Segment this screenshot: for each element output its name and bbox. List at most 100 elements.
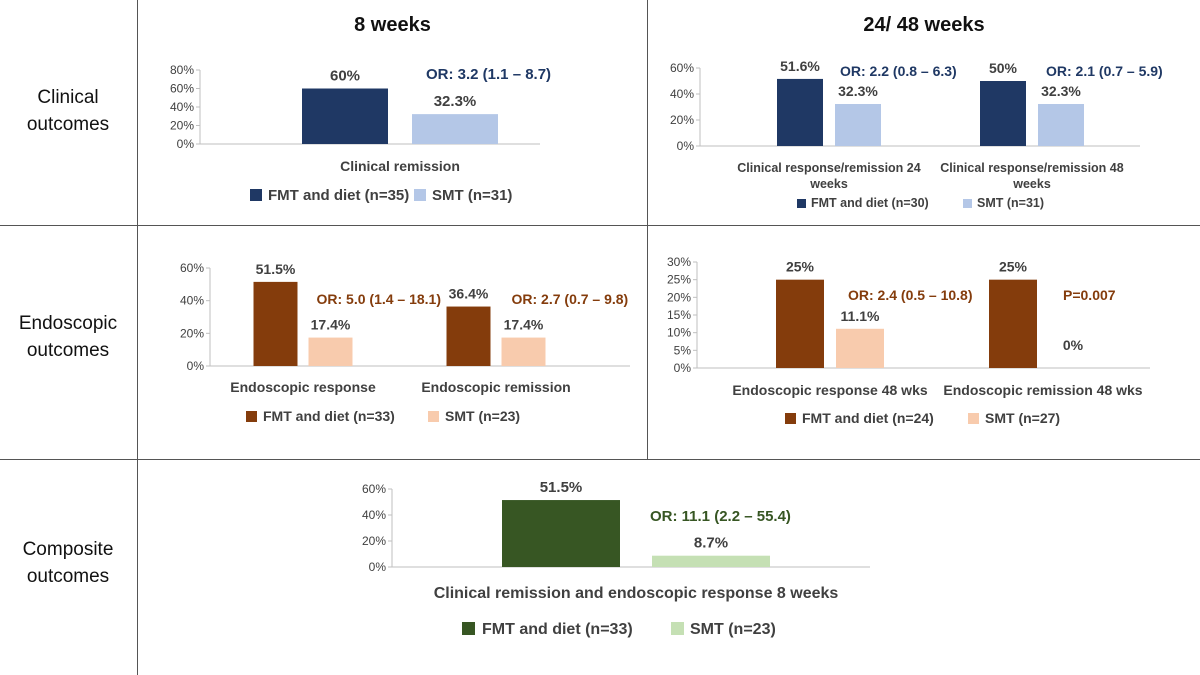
legend-label: FMT and diet (n=35) <box>268 187 409 204</box>
bar <box>302 88 388 144</box>
odds-ratio-annotation: OR: 5.0 (1.4 – 18.1) <box>317 291 442 307</box>
bar-value-label: 17.4% <box>311 317 351 333</box>
y-tick-label: 0% <box>187 359 205 373</box>
category-label: weeks <box>809 177 848 191</box>
y-tick-label: 0% <box>677 139 695 153</box>
y-tick-label: 80% <box>170 63 194 77</box>
bar <box>446 306 491 366</box>
category-label: Clinical response/remission 48 <box>940 161 1123 175</box>
legend-swatch <box>968 413 979 424</box>
legend-label: SMT (n=27) <box>985 410 1060 426</box>
legend-swatch <box>785 413 796 424</box>
y-tick-label: 40% <box>170 100 194 114</box>
legend-label: FMT and diet (n=24) <box>802 410 934 426</box>
y-tick-label: 0% <box>177 137 195 151</box>
bar-value-label: 32.3% <box>1041 83 1081 99</box>
legend-swatch <box>246 411 257 422</box>
y-tick-label: 40% <box>362 508 386 522</box>
row-label-composite: Composite outcomes <box>0 536 136 590</box>
y-tick-label: 60% <box>170 82 194 96</box>
y-tick-label: 20% <box>362 534 386 548</box>
bar-value-label: 51.5% <box>256 261 296 277</box>
y-tick-label: 5% <box>674 343 692 357</box>
bar-value-label: 11.1% <box>841 308 880 324</box>
odds-ratio-annotation: OR: 2.2 (0.8 – 6.3) <box>840 63 957 79</box>
legend-swatch <box>671 622 684 635</box>
category-label: Clinical response/remission 24 <box>737 161 920 175</box>
row-divider-1 <box>0 225 1200 226</box>
row-label-clinical-line1: Clinical <box>37 87 99 108</box>
bar-value-label: 17.4% <box>504 317 544 333</box>
y-tick-label: 25% <box>667 273 691 287</box>
bar <box>836 328 884 368</box>
bar <box>989 279 1037 368</box>
odds-ratio-annotation: P=0.007 <box>1063 287 1116 303</box>
bar-value-label: 36.4% <box>449 286 489 302</box>
bar <box>502 500 620 567</box>
y-tick-label: 10% <box>667 326 691 340</box>
y-tick-label: 0% <box>369 560 387 574</box>
y-tick-label: 60% <box>670 61 694 75</box>
y-tick-label: 20% <box>667 290 691 304</box>
legend-label: FMT and diet (n=30) <box>811 196 929 210</box>
odds-ratio-annotation: OR: 2.1 (0.7 – 5.9) <box>1046 63 1163 79</box>
y-tick-label: 40% <box>670 87 694 101</box>
bar-value-label: 60% <box>330 68 360 85</box>
bar-value-label: 8.7% <box>694 535 728 552</box>
bar <box>980 81 1026 146</box>
bar-value-label: 25% <box>786 259 815 275</box>
legend-label: SMT (n=23) <box>445 408 520 424</box>
y-tick-label: 15% <box>667 308 691 322</box>
category-label: Clinical remission <box>340 158 460 174</box>
row-label-clinical-line2: outcomes <box>26 114 110 135</box>
column-header-8-weeks: 8 weeks <box>354 14 431 36</box>
y-tick-label: 60% <box>362 482 386 496</box>
legend-swatch <box>428 411 439 422</box>
bar <box>777 78 823 146</box>
y-tick-label: 40% <box>180 294 204 308</box>
bar-value-label: 51.5% <box>540 479 583 496</box>
odds-ratio-annotation: OR: 2.4 (0.5 – 10.8) <box>848 287 973 303</box>
legend-swatch <box>797 199 806 208</box>
legend-label: FMT and diet (n=33) <box>263 408 395 424</box>
category-label: Endoscopic remission 48 wks <box>943 382 1142 398</box>
y-tick-label: 20% <box>670 113 694 127</box>
column-divider <box>647 0 648 459</box>
legend-swatch <box>250 189 262 201</box>
row-label-clinical: Clinical outcomes <box>0 84 136 138</box>
row-label-endoscopic-line2: outcomes <box>26 340 110 361</box>
row-label-divider <box>137 0 138 675</box>
y-tick-label: 20% <box>170 119 194 133</box>
category-label: Endoscopic response 48 wks <box>732 382 928 398</box>
odds-ratio-annotation: OR: 11.1 (2.2 – 55.4) <box>650 508 791 525</box>
row-label-composite-line1: Composite <box>22 539 114 560</box>
bar-value-label: 32.3% <box>434 93 477 110</box>
row-label-endoscopic: Endoscopic outcomes <box>0 310 136 364</box>
bar <box>253 281 298 366</box>
legend-label: SMT (n=23) <box>690 621 776 638</box>
category-label: Endoscopic remission <box>421 379 570 395</box>
bar <box>501 337 546 366</box>
bar <box>308 337 353 366</box>
category-label: weeks <box>1012 177 1051 191</box>
legend-swatch <box>462 622 475 635</box>
y-tick-label: 20% <box>180 326 204 340</box>
category-label: Endoscopic response <box>230 379 376 395</box>
bar-value-label: 25% <box>999 259 1028 275</box>
y-tick-label: 30% <box>667 255 691 269</box>
legend-label: SMT (n=31) <box>977 196 1044 210</box>
bar-value-label: 0% <box>1063 337 1084 353</box>
category-label: Clinical remission and endoscopic respon… <box>434 585 839 602</box>
legend-label: FMT and diet (n=33) <box>482 621 633 638</box>
y-tick-label: 0% <box>674 361 692 375</box>
bar <box>1038 104 1084 146</box>
column-header-24-48-weeks: 24/ 48 weeks <box>863 14 985 36</box>
legend-swatch <box>963 199 972 208</box>
row-label-endoscopic-line1: Endoscopic <box>18 313 118 334</box>
odds-ratio-annotation: OR: 2.7 (0.7 – 9.8) <box>512 291 629 307</box>
row-divider-2 <box>0 459 1200 460</box>
legend-label: SMT (n=31) <box>432 187 512 204</box>
row-label-composite-line2: outcomes <box>26 566 110 587</box>
bar-value-label: 51.6% <box>780 58 820 74</box>
